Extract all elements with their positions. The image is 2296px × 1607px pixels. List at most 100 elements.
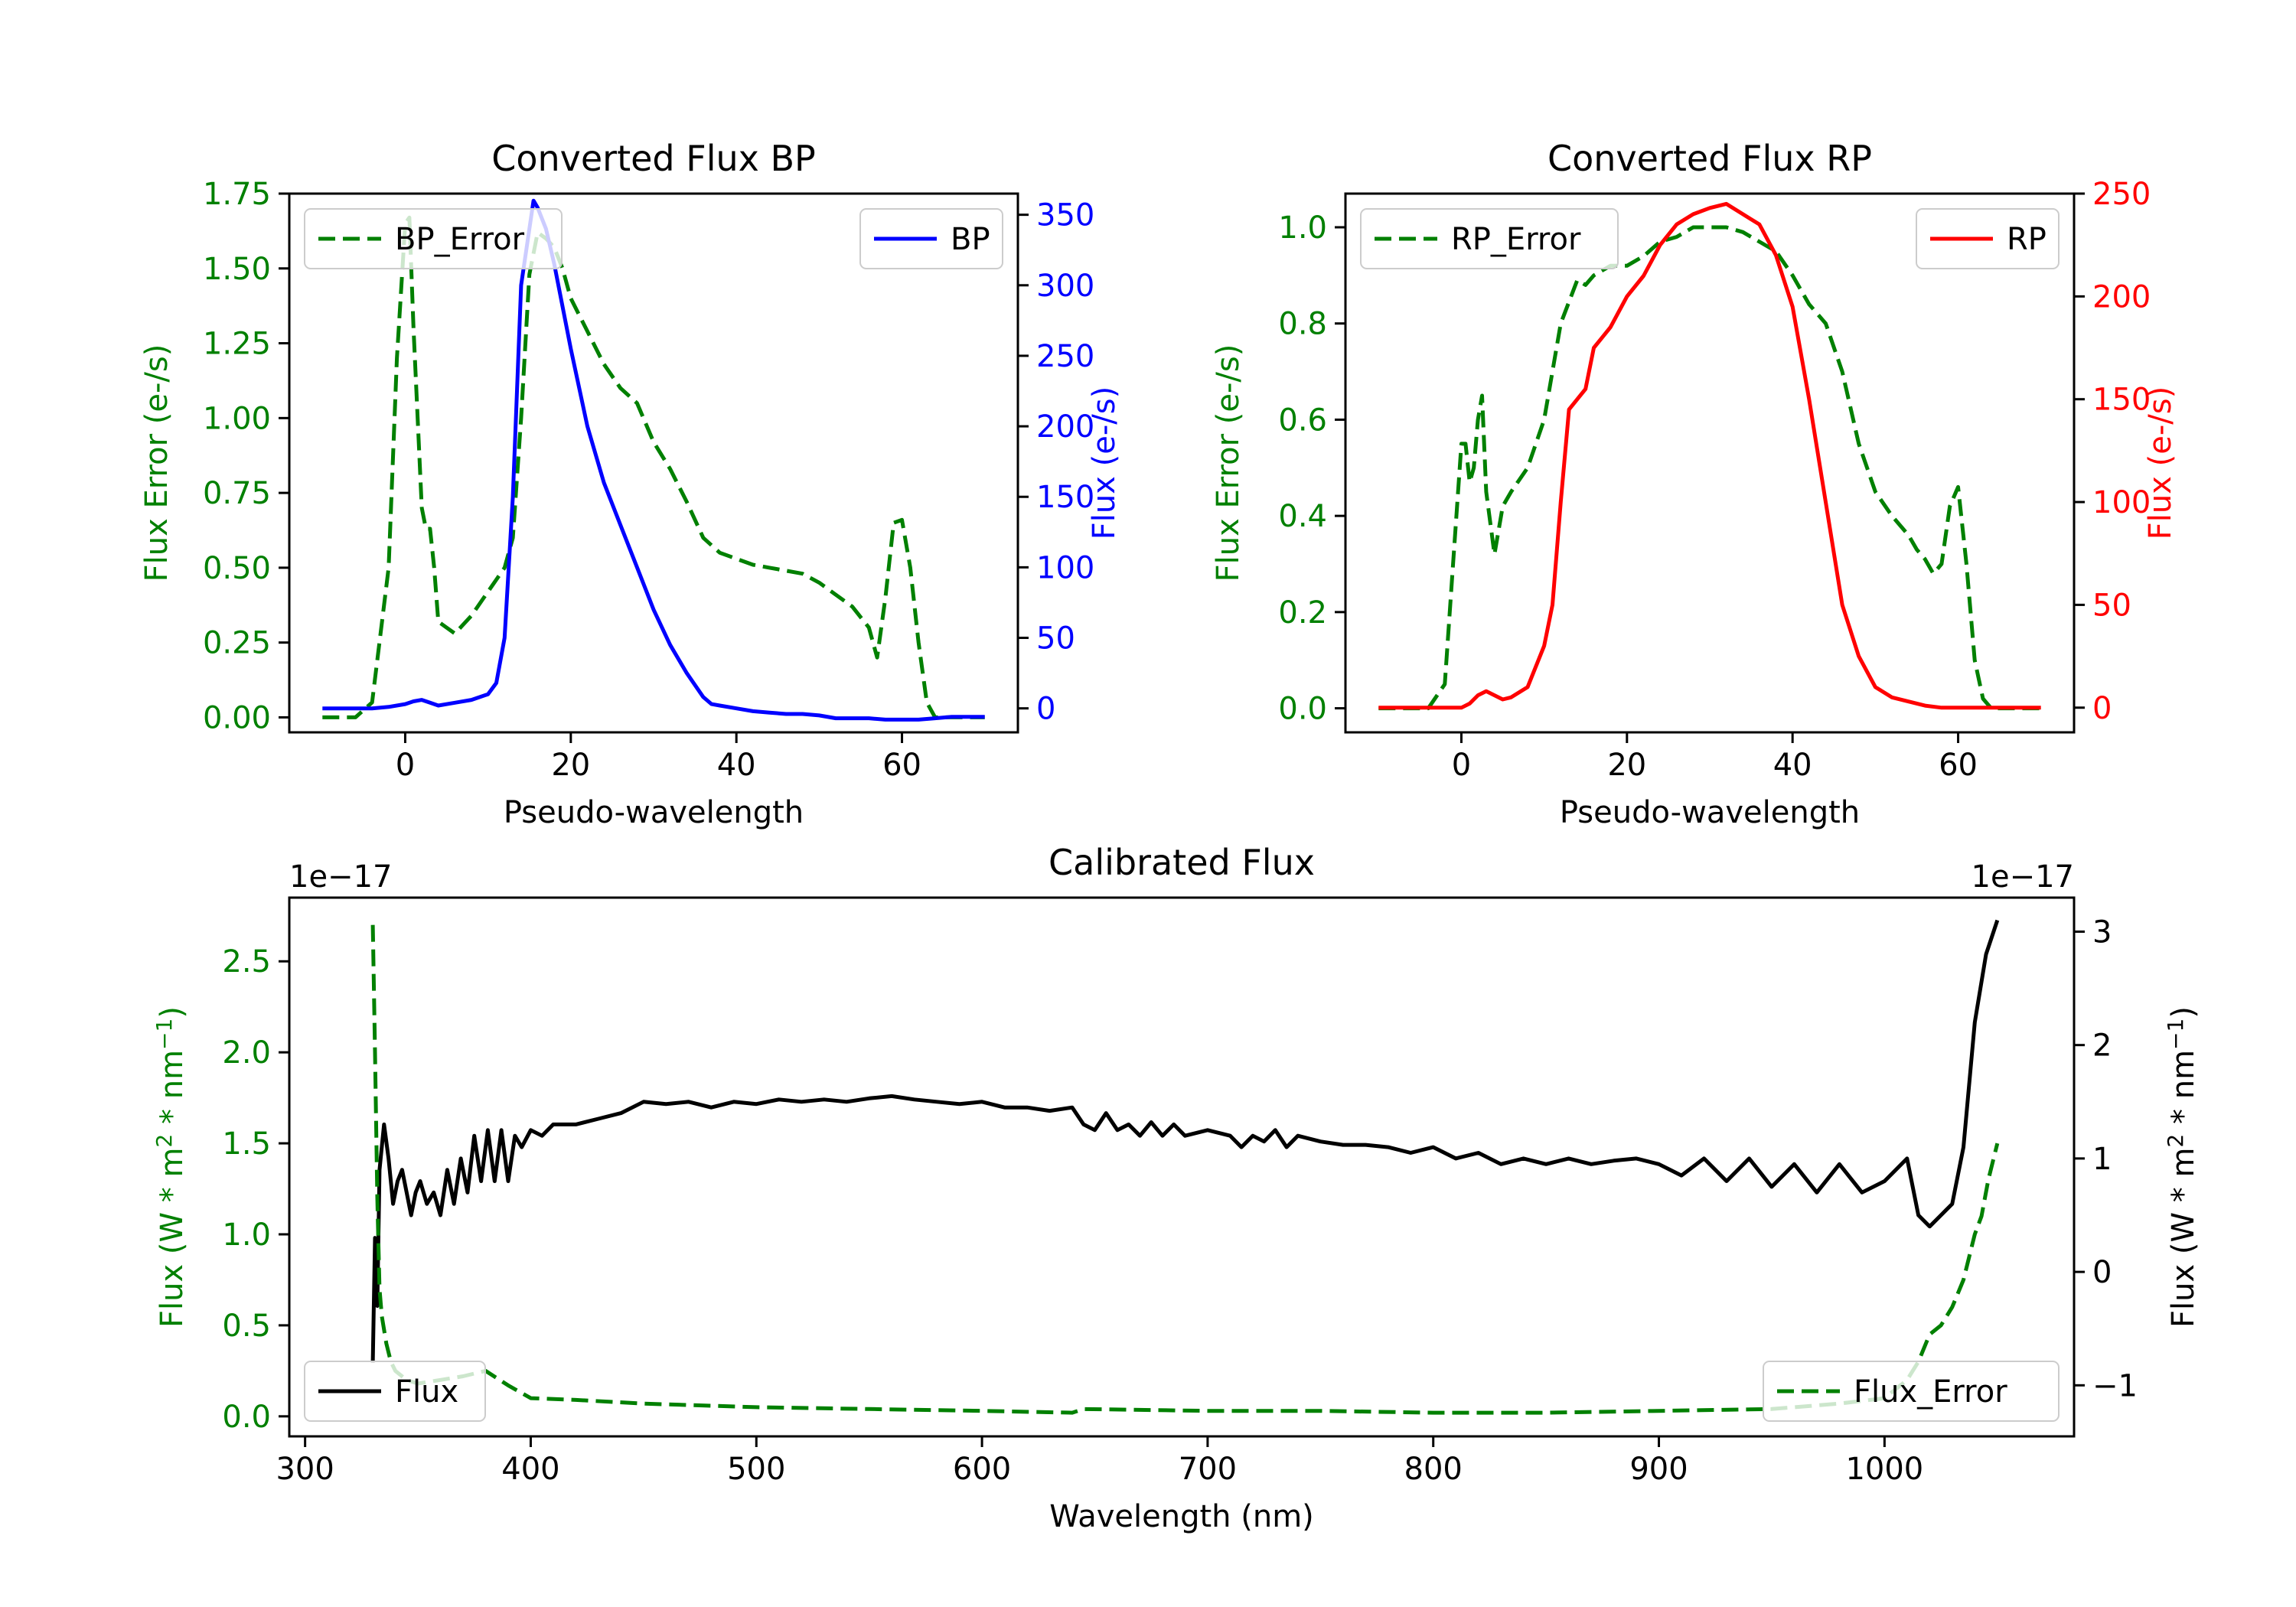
x-axis-label: Wavelength (nm) — [1049, 1499, 1314, 1534]
x-tick-label: 600 — [953, 1452, 1011, 1487]
left-tick-label: 1.0 — [1278, 210, 1327, 246]
legend-flux-error: Flux_Error — [1763, 1361, 2060, 1422]
left-tick-label: 0.75 — [203, 476, 271, 511]
x-tick-label: 0 — [396, 748, 415, 783]
left-tick-label: 2.5 — [222, 944, 271, 980]
panel-bp: 0 20 40 60 Pseudo-wavelength 0.00 0.25 0.50 0.75… — [139, 138, 1122, 830]
x-tick-label: 700 — [1179, 1452, 1237, 1487]
x-tick-label: 20 — [1607, 748, 1646, 783]
label-part: * nm — [155, 1050, 190, 1134]
label-part: ) — [155, 1006, 190, 1019]
plot-frame — [288, 192, 1019, 734]
right-tick-label: 350 — [1036, 198, 1094, 233]
legend-label: RP_Error — [1451, 222, 1581, 257]
right-tick-label: 3 — [2092, 914, 2112, 950]
left-tick-label: 0.50 — [203, 551, 271, 586]
right-tick-label: 200 — [2092, 279, 2151, 315]
legend-label: Flux_Error — [1854, 1374, 2007, 1410]
left-tick-label: 0.8 — [1278, 307, 1327, 342]
label-part: Flux (W * m — [155, 1148, 190, 1328]
left-tick-label: 0.5 — [222, 1309, 271, 1344]
right-axis-label: Flux (e-/s) — [2143, 386, 2178, 539]
x-tick-label: 500 — [727, 1452, 785, 1487]
series-line-bp — [322, 198, 985, 722]
left-tick-label: 1.0 — [222, 1217, 271, 1253]
legend-label: Flux — [395, 1374, 458, 1410]
right-tick-label: 300 — [1036, 269, 1094, 304]
left-tick-label: 0.0 — [222, 1400, 271, 1435]
right-tick-label: 150 — [2092, 383, 2151, 418]
legend-box — [1763, 1361, 2060, 1422]
x-tick-label: 800 — [1404, 1452, 1463, 1487]
label-part: ) — [2166, 1006, 2201, 1019]
legend-label: RP — [2007, 222, 2047, 257]
x-tick-label: 20 — [551, 748, 590, 783]
legend-label: BP — [951, 222, 990, 257]
legend-bp-error: BP_Error — [304, 208, 563, 269]
legend-bp: BP — [859, 208, 1003, 269]
x-tick-label: 40 — [717, 748, 756, 783]
label-sup: 2 — [152, 1134, 177, 1148]
series-line-rp-error — [1378, 225, 2041, 711]
right-tick-label: 0 — [2092, 691, 2112, 726]
right-axis-label: Flux (e-/s) — [1087, 386, 1122, 539]
label-sup: −1 — [152, 1019, 177, 1050]
right-tick-label: 200 — [1036, 409, 1094, 445]
left-tick-label: 2.0 — [222, 1035, 271, 1071]
right-tick-label: 250 — [2092, 177, 2151, 212]
x-tick-label: 0 — [1452, 748, 1471, 783]
panel-cal: 300 400 500 600 700 800 900 1000 Wavelength (nm)… — [152, 842, 2201, 1534]
right-tick-label: 50 — [1036, 621, 1075, 657]
panel-rp: 0 20 40 60 Pseudo-wavelength 0.0 0.2 0.4 0.6 0.8 1… — [1211, 138, 2178, 830]
plot-frame — [288, 896, 2076, 1438]
left-tick-label: 0.0 — [1278, 692, 1327, 727]
legend-box — [1360, 208, 1619, 269]
left-axis-label: Flux Error (e-/s) — [139, 344, 174, 582]
right-tick-label: 150 — [1036, 480, 1094, 515]
series-line-flux-error — [370, 924, 2000, 1415]
x-axis-label: Pseudo-wavelength — [1560, 795, 1860, 830]
x-tick-label: 300 — [276, 1452, 334, 1487]
left-tick-label: 0.25 — [203, 626, 271, 661]
left-tick-label: 0.00 — [203, 700, 271, 735]
right-tick-label: 100 — [1036, 550, 1094, 585]
x-axis-label: Pseudo-wavelength — [504, 795, 804, 830]
legend-label: BP_Error — [395, 222, 525, 257]
label-part: * nm — [2166, 1050, 2201, 1134]
legend-flux: Flux — [304, 1361, 486, 1422]
x-tick-label: 1000 — [1845, 1452, 1923, 1487]
right-tick-label: −1 — [2092, 1368, 2138, 1403]
right-tick-label: 0 — [1036, 692, 1055, 727]
label-sup: −1 — [2163, 1019, 2188, 1050]
right-tick-label: 0 — [2092, 1255, 2112, 1290]
legend-rp: RP — [1916, 208, 2060, 269]
left-tick-label: 1.75 — [203, 177, 271, 212]
chart-title: Calibrated Flux — [1049, 842, 1315, 883]
left-tick-label: 1.25 — [203, 327, 271, 362]
x-tick-label: 40 — [1773, 748, 1812, 783]
right-tick-label: 2 — [2092, 1028, 2112, 1064]
left-tick-label: 0.2 — [1278, 595, 1327, 631]
left-axis-label: Flux (W * m2 * nm−1) — [152, 1006, 190, 1328]
plot-frame — [1344, 192, 2076, 734]
left-tick-label: 1.00 — [203, 401, 271, 436]
left-tick-label: 0.4 — [1278, 499, 1327, 534]
label-part: Flux (W * m — [2166, 1148, 2201, 1328]
left-offset-text: 1e−17 — [289, 859, 392, 895]
x-tick-label: 60 — [1939, 748, 1978, 783]
left-tick-label: 1.50 — [203, 252, 271, 287]
x-tick-label: 400 — [501, 1452, 559, 1487]
left-tick-label: 0.6 — [1278, 403, 1327, 438]
label-sup: 2 — [2163, 1134, 2188, 1148]
legend-box — [304, 1361, 486, 1422]
x-tick-label: 60 — [882, 748, 921, 783]
right-offset-text: 1e−17 — [1971, 859, 2074, 895]
left-tick-label: 1.5 — [222, 1126, 271, 1162]
series-line-flux — [370, 919, 2000, 1363]
chart-title: Converted Flux BP — [491, 138, 816, 179]
legend-rp-error: RP_Error — [1360, 208, 1619, 269]
x-tick-label: 900 — [1629, 1452, 1688, 1487]
right-tick-label: 250 — [1036, 339, 1094, 374]
series-line-bp-error — [322, 215, 985, 719]
